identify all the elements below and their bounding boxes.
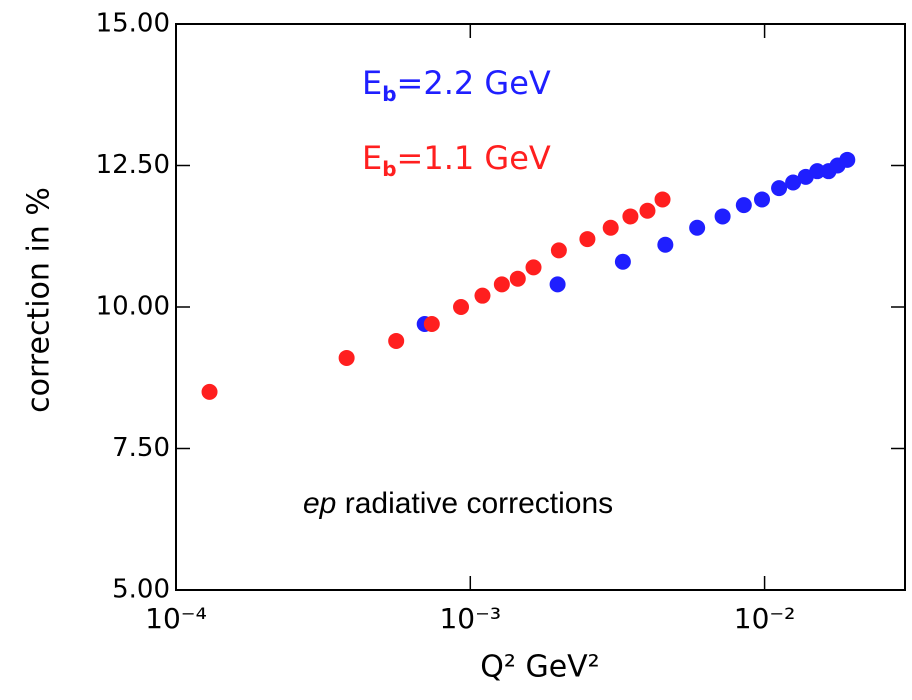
point bbox=[689, 219, 706, 236]
point bbox=[201, 383, 218, 400]
legend-entry: Eb=2.2 GeV bbox=[362, 64, 551, 106]
point bbox=[614, 253, 631, 270]
point bbox=[423, 315, 440, 332]
point bbox=[809, 163, 826, 180]
point bbox=[493, 276, 510, 293]
point bbox=[754, 191, 771, 208]
y-tick-label: 15.00 bbox=[96, 9, 170, 39]
point bbox=[453, 299, 470, 315]
x-tick-label: 10⁻² bbox=[734, 602, 796, 635]
y-tick-label: 7.50 bbox=[112, 433, 170, 463]
y-axis-label: correction in % bbox=[22, 187, 57, 413]
point bbox=[550, 242, 567, 259]
point bbox=[579, 231, 596, 248]
point bbox=[785, 174, 802, 191]
point bbox=[338, 349, 355, 366]
point bbox=[714, 208, 731, 225]
annotation: ep radiative corrections bbox=[303, 487, 613, 520]
point bbox=[549, 276, 566, 293]
point bbox=[602, 219, 619, 236]
point bbox=[525, 259, 542, 276]
point bbox=[654, 191, 671, 208]
y-tick-label: 10.00 bbox=[96, 292, 170, 322]
x-tick-label: 10⁻³ bbox=[439, 602, 501, 635]
x-tick-label: 10⁻⁴ bbox=[145, 602, 207, 635]
point bbox=[771, 180, 788, 197]
point bbox=[509, 270, 526, 287]
y-tick-label: 5.00 bbox=[112, 575, 170, 605]
y-tick-label: 12.50 bbox=[96, 150, 170, 180]
point bbox=[657, 236, 674, 253]
point bbox=[474, 287, 491, 304]
point bbox=[839, 151, 856, 168]
point bbox=[622, 208, 639, 225]
point bbox=[735, 197, 752, 214]
legend-entry: Eb=1.1 GeV bbox=[362, 139, 551, 181]
point bbox=[639, 202, 656, 219]
point bbox=[388, 332, 405, 349]
x-axis-label: Q² GeV² bbox=[480, 650, 599, 685]
